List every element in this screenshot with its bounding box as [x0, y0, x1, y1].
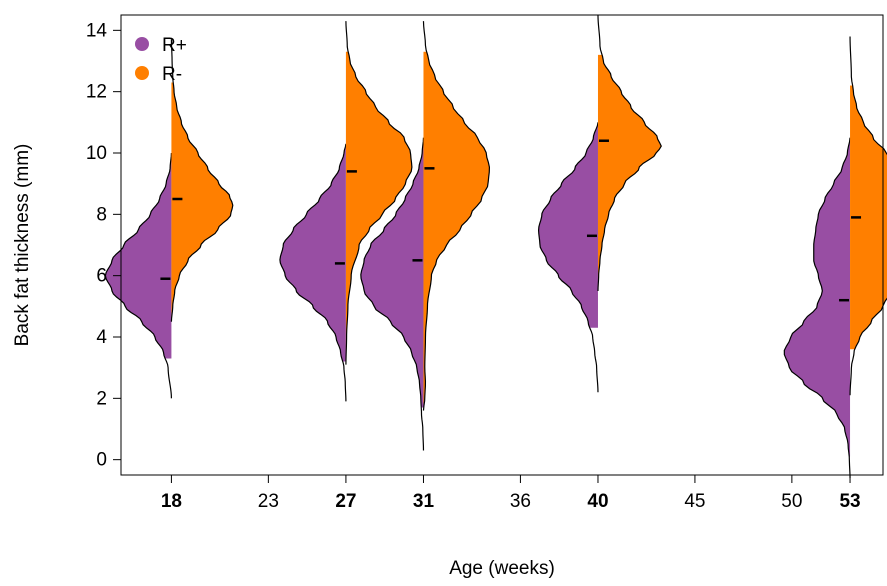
x-tick-label-27: 27 [335, 491, 356, 512]
violin-outline-r-minus-31 [422, 21, 491, 411]
y-tick-label-2: 2 [96, 388, 107, 409]
y-tick-label-0: 0 [96, 450, 107, 471]
violin-r-minus-40 [597, 54, 662, 291]
violin-outline-r-plus-27 [279, 143, 347, 402]
legend-label-0: R+ [162, 35, 187, 56]
violin-r-minus-18 [171, 82, 233, 319]
violin-r-plus-40 [538, 125, 598, 328]
y-tick-label-14: 14 [86, 20, 108, 41]
means-layer [160, 139, 862, 302]
violin-outline-r-minus-40 [597, 14, 662, 292]
legend-label-1: R- [162, 64, 182, 85]
y-tick-label-6: 6 [96, 266, 107, 287]
x-tick-label-45: 45 [684, 491, 705, 512]
violin-outline-r-plus-31 [360, 137, 425, 451]
violin-r-plus-31 [360, 137, 424, 408]
y-tick-label-8: 8 [96, 204, 107, 225]
x-tick-label-40: 40 [587, 491, 608, 512]
x-axis: 18 23 27 31 36 40 45 50 53 [161, 475, 861, 512]
violin-r-minus-27 [345, 51, 412, 362]
legend: R+ R- [135, 35, 187, 85]
violin-outline-r-minus-53 [849, 36, 887, 396]
y-tick-label-12: 12 [86, 82, 107, 103]
y-axis-title: Back fat thickness (mm) [12, 144, 33, 347]
legend-swatch-0 [135, 37, 149, 51]
x-tick-label-31: 31 [413, 491, 435, 512]
violin-outline-r-plus-18 [104, 152, 173, 399]
plot-frame [120, 14, 884, 476]
violin-r-plus-18 [105, 156, 172, 359]
violin-r-plus-53 [784, 137, 851, 457]
violin-outline-r-plus-53 [783, 137, 851, 479]
x-tick-label-18: 18 [161, 491, 182, 512]
violin-r-minus-53 [850, 85, 887, 350]
y-tick-label-4: 4 [96, 327, 107, 348]
x-tick-label-53: 53 [839, 491, 860, 512]
violin-outline-r-plus-40 [537, 122, 599, 393]
x-tick-label-50: 50 [781, 491, 802, 512]
violin-outline-r-minus-18 [170, 39, 234, 322]
y-axis: 0 2 4 6 8 10 12 14 [86, 20, 121, 471]
violin-r-minus-31 [423, 51, 490, 408]
x-tick-label-36: 36 [510, 491, 531, 512]
legend-swatch-1 [135, 66, 149, 80]
violin-r-plus-27 [279, 146, 346, 362]
x-tick-label-23: 23 [258, 491, 279, 512]
y-tick-label-10: 10 [86, 143, 107, 164]
violins-layer [104, 14, 887, 479]
violin-outline-r-minus-27 [345, 21, 413, 365]
x-axis-title: Age (weeks) [449, 558, 555, 579]
